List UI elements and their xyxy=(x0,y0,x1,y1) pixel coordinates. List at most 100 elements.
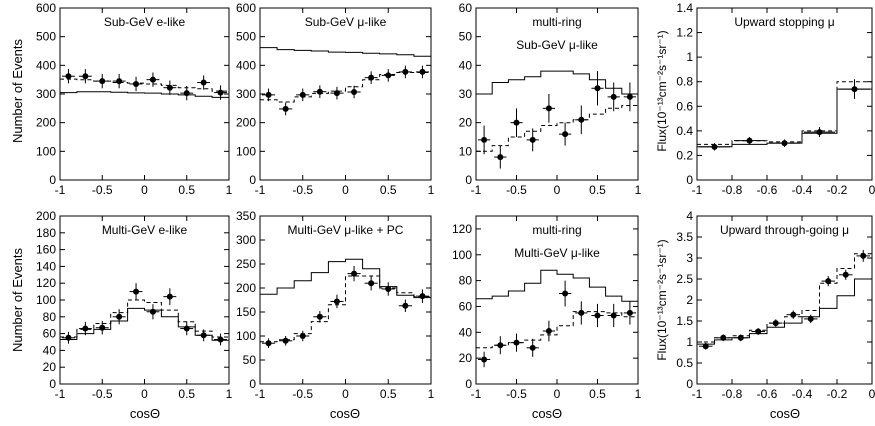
y-tick-label: 20 xyxy=(459,351,473,365)
y-tick-label: 1.5 xyxy=(676,314,693,328)
data-point xyxy=(594,85,601,92)
data-point xyxy=(842,271,849,278)
data-point xyxy=(790,311,797,318)
y-tick-label: 200 xyxy=(36,116,56,130)
x-tick-label: 1 xyxy=(635,183,642,197)
x-tick-label: -0.8 xyxy=(722,183,743,197)
y-tick-label: 1 xyxy=(686,50,693,64)
x-tick-label: 0.5 xyxy=(178,183,195,197)
y-tick-label: 80 xyxy=(43,310,57,324)
solid-histogram xyxy=(697,278,872,345)
data-point xyxy=(610,93,617,100)
x-tick-label: 1 xyxy=(428,387,435,401)
y-tick-label: 120 xyxy=(36,276,56,290)
x-tick-label: -0.5 xyxy=(292,387,313,401)
data-point xyxy=(368,280,375,287)
y-tick-label: 150 xyxy=(236,305,256,319)
data-point xyxy=(626,93,633,100)
data-point xyxy=(529,136,536,143)
y-tick-label: 200 xyxy=(236,281,256,295)
panel-7: -1 -0.5 0 0.5 1 0 20 40 60 80 100 120 multi-ring Mult… xyxy=(452,215,642,401)
data-point xyxy=(299,91,306,98)
x-tick-label: 0 xyxy=(869,387,875,401)
y-tick-label: 2.5 xyxy=(676,272,693,286)
y-tick-label: 0.4 xyxy=(676,124,693,138)
data-point xyxy=(497,154,504,161)
x-tick-label: -1 xyxy=(692,183,703,197)
solid-histogram xyxy=(260,47,431,57)
solid-histogram xyxy=(476,70,638,95)
data-point xyxy=(65,73,72,80)
y-tick-label: 40 xyxy=(459,325,473,339)
y-tick-label: 40 xyxy=(43,343,57,357)
data-point xyxy=(513,339,520,346)
x-tick-label: -0.5 xyxy=(92,183,113,197)
y-tick-label: 0 xyxy=(49,377,56,391)
x-tick-label: 0 xyxy=(141,183,148,197)
data-point xyxy=(419,293,426,300)
x-tick-label: 0 xyxy=(554,387,561,401)
y-tick-label: 400 xyxy=(36,58,56,72)
solid-histogram xyxy=(476,269,638,302)
dashed-histogram xyxy=(260,72,431,103)
y-tick-label: 140 xyxy=(36,259,56,273)
x-tick-label: 1 xyxy=(635,387,642,401)
data-point xyxy=(562,290,569,297)
y-tick-label: 1 xyxy=(686,335,693,349)
data-point xyxy=(755,328,762,335)
data-point xyxy=(65,334,72,341)
y-tick-label: 0.5 xyxy=(676,356,693,370)
y-tick-label: 180 xyxy=(36,226,56,240)
y-axis-label-top-left: Number of Events xyxy=(10,38,25,143)
y-tick-label: 300 xyxy=(236,87,256,101)
panel-2: -1 -0.5 0 0.5 1 0 100 200 300 400 500 600 Sub-GeV μ-… xyxy=(236,1,435,197)
data-point xyxy=(183,325,190,332)
data-point xyxy=(545,328,552,335)
dashed-histogram xyxy=(697,253,872,343)
plot-frame xyxy=(696,215,873,385)
data-point xyxy=(402,68,409,75)
x-tick-label: 0 xyxy=(342,183,349,197)
data-point xyxy=(816,129,823,136)
x-tick-label: -0.2 xyxy=(827,183,848,197)
x-tick-label: -0.5 xyxy=(506,387,527,401)
panel-6: -1 -0.5 0 0.5 1 0 50 100 150 200 250 300 350 Multi-Ge… xyxy=(236,209,435,401)
data-point xyxy=(183,90,190,97)
y-tick-label: 0 xyxy=(686,173,693,187)
y-tick-label: 0 xyxy=(49,173,56,187)
panel-title: Multi-GeV μ-like + PC xyxy=(288,223,404,237)
y-tick-label: 200 xyxy=(236,116,256,130)
data-point xyxy=(82,325,89,332)
x-tick-label: -0.4 xyxy=(792,387,813,401)
x-tick-label: -0.5 xyxy=(506,183,527,197)
data-point xyxy=(351,270,358,277)
y-tick-label: 100 xyxy=(452,248,472,262)
panel-5: -1 -0.5 0 0.5 1 0 20 40 60 80 100 120 140 160 180 200 Mu… xyxy=(36,209,233,401)
solid-histogram xyxy=(697,88,872,148)
solid-histogram xyxy=(260,258,431,299)
plot-frame xyxy=(259,7,432,181)
x-tick-label: -0.5 xyxy=(92,387,113,401)
data-point xyxy=(825,278,832,285)
data-point xyxy=(610,312,617,319)
y-tick-label: 0.6 xyxy=(676,99,693,113)
x-tick-label: 0.5 xyxy=(380,183,397,197)
y-tick-label: 100 xyxy=(36,293,56,307)
data-point xyxy=(807,315,814,322)
y-tick-label: 60 xyxy=(459,299,473,313)
data-point xyxy=(860,252,867,259)
y-tick-label: 0 xyxy=(465,173,472,187)
panel-1: -1 -0.5 0 0.5 1 0 100 200 300 400 500 600 Sub-GeV e-… xyxy=(36,1,233,197)
y-tick-label: 40 xyxy=(459,58,473,72)
data-point xyxy=(116,78,123,85)
x-tick-label: 0.5 xyxy=(380,387,397,401)
panel-3: -1 -0.5 0 0.5 10102030405060multi-ringSub-Ge… xyxy=(459,1,642,197)
y-tick-label: 0 xyxy=(249,173,256,187)
dashed-histogram xyxy=(476,105,638,152)
y-tick-label: 0.2 xyxy=(676,148,693,162)
y-tick-label: 0 xyxy=(465,377,472,391)
data-point xyxy=(737,334,744,341)
x-tick-label: 0.5 xyxy=(178,387,195,401)
y-tick-label: 3 xyxy=(686,251,693,265)
